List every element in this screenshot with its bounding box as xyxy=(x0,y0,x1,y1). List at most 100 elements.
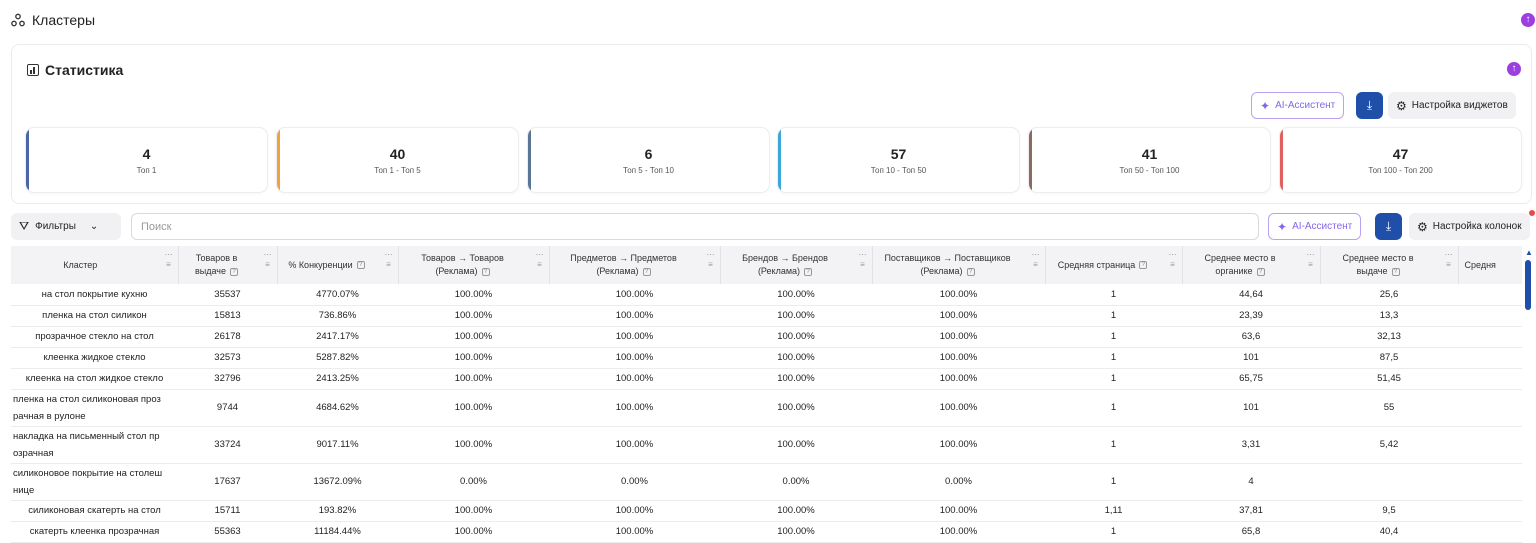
arrow-up-circle-icon[interactable]: ↑ xyxy=(1507,62,1521,76)
table-scrollbar[interactable]: ▲ xyxy=(1525,246,1533,543)
table-cell: 9017.11% xyxy=(277,426,398,464)
table-cell: 100.00% xyxy=(872,368,1045,390)
help-icon[interactable]: ? xyxy=(1391,267,1400,276)
table-cell: 100.00% xyxy=(872,347,1045,369)
ai-assistant-button[interactable]: ✦ AI-Ассистент xyxy=(1268,213,1362,240)
table-row[interactable]: пленка на стол силиконовая проз рачная в… xyxy=(11,389,1522,427)
column-menu-icon[interactable]: ⋯ ≡ xyxy=(164,250,173,269)
table-cell: 1 xyxy=(1045,389,1182,427)
widget-settings-label: Настройка виджетов xyxy=(1411,100,1508,111)
help-icon[interactable]: ? xyxy=(1139,261,1148,270)
arrow-up-circle-icon[interactable]: ↑ xyxy=(1521,13,1535,27)
ai-assistant-button[interactable]: ✦ AI-Ассистент xyxy=(1251,92,1345,119)
table-cell: 1 xyxy=(1045,284,1182,306)
table-cell: 0.00% xyxy=(398,463,549,501)
table-cell: 100.00% xyxy=(398,368,549,390)
table-row[interactable]: силиконовое покрытие на столеш ницe 17637… xyxy=(11,463,1522,501)
cluster-cell: силиконовое покрытие на столеш ницe xyxy=(11,463,178,501)
help-icon[interactable]: ? xyxy=(230,267,238,276)
help-icon[interactable]: ? xyxy=(1256,267,1265,276)
column-header[interactable]: Товаров в выдаче? ⋯ ≡ xyxy=(178,246,278,284)
table-cell: 1 xyxy=(1045,521,1182,543)
table-cell: 55363 xyxy=(178,521,277,543)
filters-button[interactable]: ⛛ Фильтры ⌄ xyxy=(11,213,121,240)
stat-card-label: Топ 1 - Топ 5 xyxy=(374,166,421,175)
column-menu-icon[interactable]: ⋯ ≡ xyxy=(1444,250,1453,269)
gear-icon: ⚙ xyxy=(1396,98,1407,113)
column-header-label: Среднее место в выдаче xyxy=(1342,253,1414,276)
column-header[interactable]: Среднее место в органике? ⋯ ≡ xyxy=(1182,246,1321,284)
table-cell: 100.00% xyxy=(549,326,720,348)
column-header[interactable]: Брендов → Брендов (Реклама)? ⋯ ≡ xyxy=(720,246,873,284)
table-cell: 100.00% xyxy=(398,426,549,464)
help-icon[interactable]: ? xyxy=(642,267,651,276)
table-cell: 40,4 xyxy=(1320,521,1458,543)
scroll-up-icon[interactable]: ▲ xyxy=(1525,248,1533,257)
table-cell: 100.00% xyxy=(398,347,549,369)
chart-icon xyxy=(27,64,39,76)
filters-label: Фильтры xyxy=(35,221,76,232)
table-cell: 33724 xyxy=(178,426,277,464)
filter-icon: ⛛ xyxy=(19,219,30,233)
column-menu-icon[interactable]: ⋯ ≡ xyxy=(535,250,544,269)
stat-card-label: Топ 5 - Топ 10 xyxy=(623,166,674,175)
table-cell: 100.00% xyxy=(398,305,549,327)
column-header[interactable]: % Конкуренции? ⋯ ≡ xyxy=(277,246,399,284)
help-icon[interactable]: ? xyxy=(356,261,365,270)
column-header[interactable]: Среднее место в выдаче? ⋯ ≡ xyxy=(1320,246,1459,284)
table-cell: 55 xyxy=(1320,389,1458,427)
table-cell: 100.00% xyxy=(720,347,872,369)
table-row[interactable]: накладка на письменный стол пр озрачная 3… xyxy=(11,426,1522,464)
table-row[interactable]: прозрачное стекло на стол 26178 2417.17% 10… xyxy=(11,326,1522,348)
column-header[interactable]: Поставщиков → Поставщиков (Реклама)? ⋯ ≡ xyxy=(872,246,1046,284)
table-row[interactable]: силиконовая скатерть на стол 15711 193.82%… xyxy=(11,500,1522,522)
search-input[interactable] xyxy=(131,213,1259,240)
table-cell: 0.00% xyxy=(549,463,720,501)
column-header[interactable]: Средня xyxy=(1458,246,1522,284)
table-cell: 100.00% xyxy=(720,389,872,427)
column-menu-icon[interactable]: ⋯ ≡ xyxy=(1031,250,1040,269)
scrollbar-thumb[interactable] xyxy=(1525,260,1531,310)
column-header-label: Кластер xyxy=(63,259,98,270)
column-header[interactable]: Предметов → Предметов (Реклама)? ⋯ ≡ xyxy=(549,246,721,284)
table-cell: 100.00% xyxy=(398,389,549,427)
table-row[interactable]: скатерть клеенка прозрачная 55363 11184.44… xyxy=(11,521,1522,543)
column-menu-icon[interactable]: ⋯ ≡ xyxy=(706,250,715,269)
column-settings-button[interactable]: ⚙ Настройка колонок xyxy=(1409,213,1530,240)
stat-card-label: Топ 1 xyxy=(136,166,157,175)
table-cell: 13672.09% xyxy=(277,463,398,501)
table-cell: 100.00% xyxy=(549,284,720,306)
table-row[interactable]: клеенка жидкое стекло 32573 5287.82% 100.00… xyxy=(11,347,1522,369)
column-header[interactable]: Товаров → Товаров (Реклама)? ⋯ ≡ xyxy=(398,246,550,284)
download-button[interactable]: ⤓ xyxy=(1375,213,1402,240)
widget-settings-button[interactable]: ⚙ Настройка виджетов xyxy=(1388,92,1516,119)
column-menu-icon[interactable]: ⋯ ≡ xyxy=(384,250,393,269)
table-row[interactable]: клеенка на стол жидкое стекло 32796 2413.2… xyxy=(11,368,1522,390)
page-title: Кластеры xyxy=(32,12,95,28)
stat-card: 6 Топ 5 - Топ 10 xyxy=(528,128,769,192)
table-cell: 11184.44% xyxy=(277,521,398,543)
column-header[interactable]: Кластер ⋯ ≡ xyxy=(11,246,179,284)
column-header-label: Брендов → Брендов (Реклама) xyxy=(742,253,828,276)
help-icon[interactable]: ? xyxy=(966,267,975,276)
cluster-cell: клеенка на стол жидкое стекло xyxy=(11,368,178,390)
table-cell: 100.00% xyxy=(720,305,872,327)
stat-card-accent xyxy=(1029,128,1032,192)
column-menu-icon[interactable]: ⋯ ≡ xyxy=(1168,250,1177,269)
help-icon[interactable]: ? xyxy=(481,267,490,276)
download-icon: ⤓ xyxy=(1385,219,1392,233)
table-cell: 17637 xyxy=(178,463,277,501)
stat-card: 47 Топ 100 - Топ 200 xyxy=(1280,128,1521,192)
statistics-title: Статистика xyxy=(45,62,124,78)
notification-dot xyxy=(1529,210,1535,216)
table-cell: 100.00% xyxy=(720,521,872,543)
download-button[interactable]: ⤓ xyxy=(1356,92,1383,119)
column-header[interactable]: Средняя страница? ⋯ ≡ xyxy=(1045,246,1183,284)
column-menu-icon[interactable]: ⋯ ≡ xyxy=(1306,250,1315,269)
table-row[interactable]: на стол покрытие кухню 35537 4770.07% 100.0… xyxy=(11,284,1522,306)
column-menu-icon[interactable]: ⋯ ≡ xyxy=(263,250,272,269)
table-cell: 65,8 xyxy=(1182,521,1320,543)
table-row[interactable]: пленка на стол силикон 15813 736.86% 100.00… xyxy=(11,305,1522,327)
column-menu-icon[interactable]: ⋯ ≡ xyxy=(858,250,867,269)
help-icon[interactable]: ? xyxy=(804,267,813,276)
